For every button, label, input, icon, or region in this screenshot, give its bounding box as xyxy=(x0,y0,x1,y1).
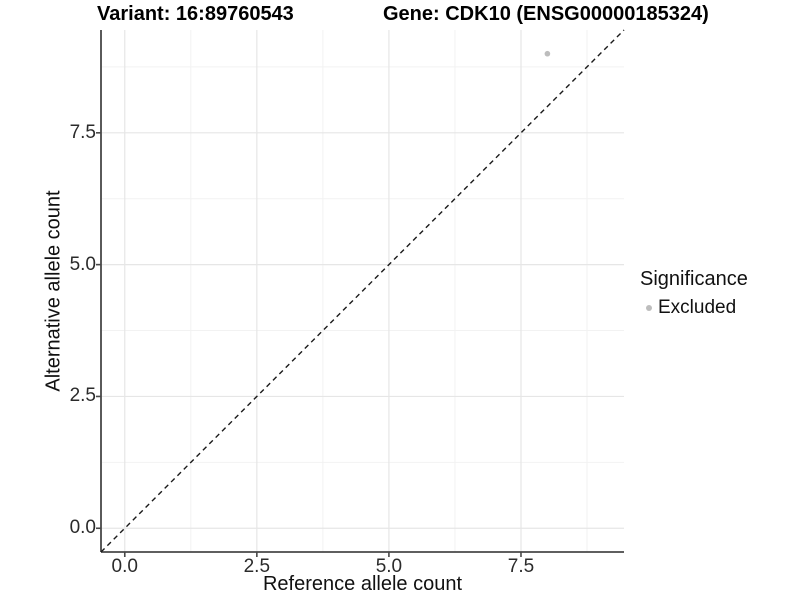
gene-title: Gene: CDK10 (ENSG00000185324) xyxy=(383,3,709,25)
excluded-point-icon xyxy=(645,305,652,311)
x-tick-label: 5.0 xyxy=(375,556,403,577)
x-tick-label: 7.5 xyxy=(507,556,535,577)
y-axis-title: Alternative allele count xyxy=(42,190,65,392)
x-tick-label: 2.5 xyxy=(243,556,271,577)
y-tick-label: 2.5 xyxy=(69,385,96,407)
legend-entry-label: Excluded xyxy=(658,297,737,318)
legend-entry-excluded: Excluded xyxy=(640,297,748,319)
y-tick-label: 7.5 xyxy=(69,121,96,143)
legend-key xyxy=(640,300,657,317)
data-point xyxy=(544,50,551,57)
y-tick-label: 5.0 xyxy=(69,253,96,275)
identity-reference-line xyxy=(100,29,625,553)
x-tick-label: 0.0 xyxy=(111,556,138,577)
y-tick-label: 0.0 xyxy=(69,517,96,539)
legend: Significance Excluded xyxy=(640,268,748,319)
variant-title: Variant: 16:89760543 xyxy=(97,3,294,25)
legend-title: Significance xyxy=(640,268,748,290)
x-axis-title: Reference allele count xyxy=(262,573,462,595)
